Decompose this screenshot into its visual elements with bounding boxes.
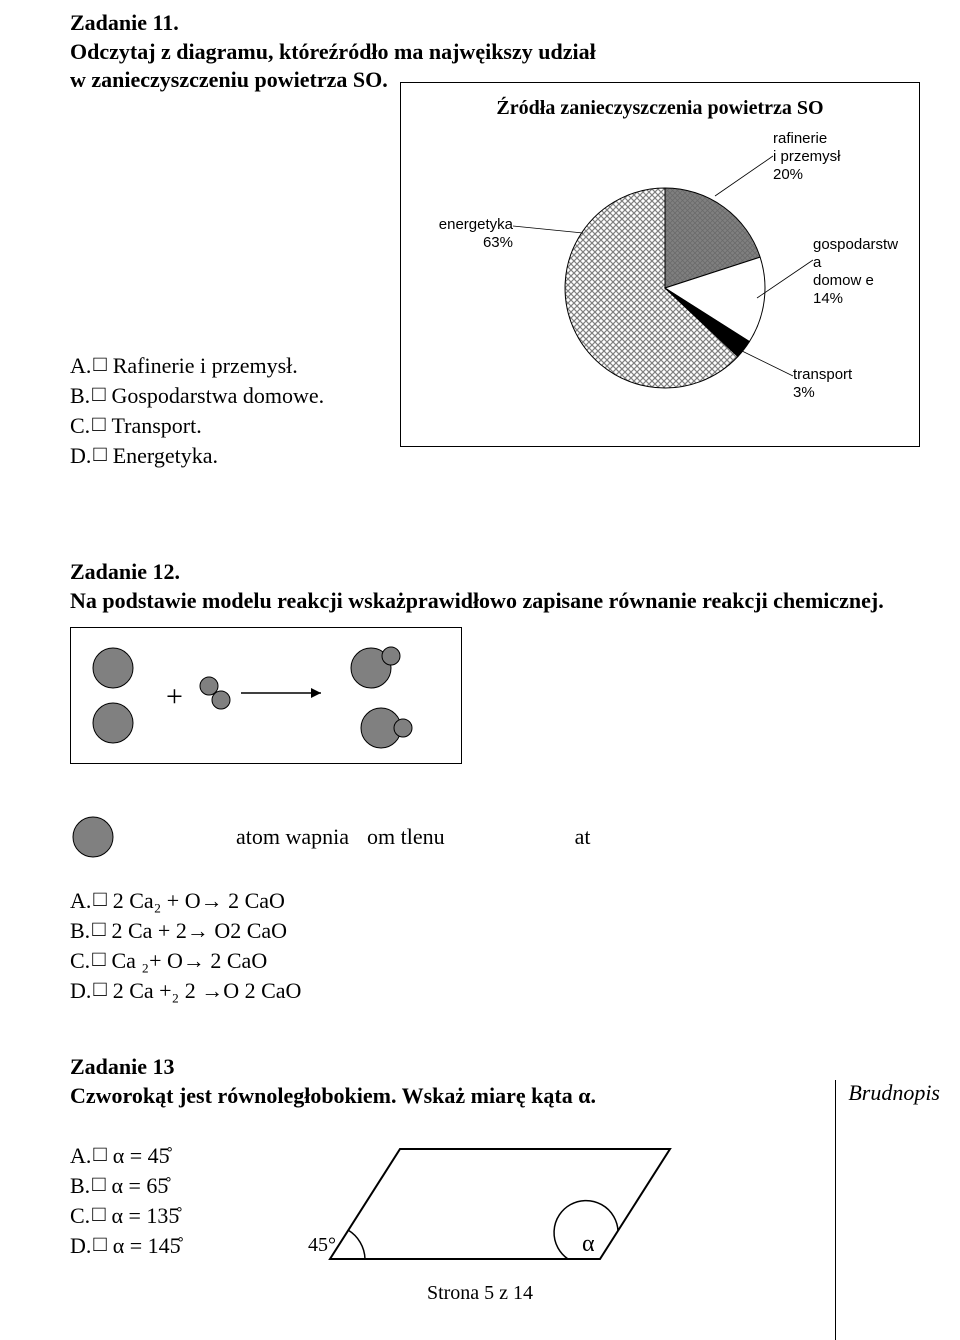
task-12-title: Zadanie 12.	[70, 559, 910, 585]
answer-13-b-text: α = 65̊	[111, 1173, 168, 1198]
atom-ca-1	[93, 648, 133, 688]
legend-ca-label: atom wapnia	[236, 824, 349, 850]
atom-ca-2	[93, 703, 133, 743]
arc-45	[348, 1230, 365, 1259]
reaction-svg: +	[71, 628, 461, 763]
task-12-answers: A.□2 Ca₂ + O→ 2 CaO B.□2 Ca + 2→ O2 CaO …	[70, 888, 910, 1004]
answer-12-b: B.□2 Ca + 2→ O2 CaO	[70, 918, 910, 944]
label-energetyka-pct: 63%	[483, 234, 513, 251]
atom-o-2	[212, 691, 230, 709]
answer-13-c: C.□α = 135̊	[70, 1203, 270, 1229]
alpha-label: α	[582, 1231, 595, 1257]
label-gosp: gospodarstw a domow e 14%	[813, 236, 905, 308]
answer-13-d-text: α = 145̊	[113, 1233, 181, 1258]
prod-o-2	[394, 719, 412, 737]
answer-12-c-text: Ca ₂+ O→ 2 CaO	[111, 948, 267, 973]
label-gosp-pct: 14%	[813, 290, 843, 307]
label-rafinerie-pct: 20%	[773, 166, 803, 183]
task-11-title: Zadanie 11.	[70, 10, 910, 36]
label-transport-pct: 3%	[793, 384, 815, 401]
label-rafinerie-l2: i przemysł	[773, 148, 841, 165]
label-rafinerie-l1: rafinerie	[773, 130, 827, 147]
answer-13-a-text: α = 45̊	[113, 1143, 170, 1168]
parallelogram-svg: 45° α	[270, 1119, 690, 1289]
answer-13-a: A.□α = 45̊	[70, 1143, 270, 1169]
answer-12-d-text: 2 Ca +₂ 2 →O 2 CaO	[113, 978, 302, 1003]
label-energetyka-t: energetyka	[439, 216, 513, 233]
chart-area: rafinerie i przemysł 20% energetyka 63% …	[415, 138, 905, 418]
answer-12-a-text: 2 Ca₂ + O→ 2 CaO	[113, 888, 285, 913]
task-13: Zadanie 13 Czworokąt jest równoległoboki…	[70, 1054, 910, 1290]
answer-13-d: D.□α = 145̊	[70, 1233, 270, 1259]
answer-12-c: C.□Ca ₂+ O→ 2 CaO	[70, 948, 910, 974]
chart-box: Źródła zanieczyszczenia powietrza SO	[400, 82, 920, 447]
reaction-diagram-box: +	[70, 627, 462, 764]
page-footer: Strona 5 z 14	[0, 1282, 960, 1305]
task-13-prompt: Czworokąt jest równoległobokiem. Wskaż m…	[70, 1082, 910, 1110]
task-11-prompt-l1: Odczytaj z diagramu, któreźródło ma najw…	[70, 39, 596, 64]
task-13-answers: A.□α = 45̊ B.□α = 65̊ C.□α = 135̊ D.□α =…	[70, 1139, 270, 1263]
task-13-title: Zadanie 13	[70, 1054, 910, 1080]
answer-11-a-text: Rafinerie i przemysł.	[113, 353, 298, 378]
legend-ca-icon	[70, 814, 116, 860]
label-gosp-l2: domow e	[813, 272, 874, 289]
legend-at-label: at	[575, 824, 591, 850]
legend-row: atom wapnia om tlenu at	[70, 814, 910, 860]
legend-o-label: om tlenu	[367, 824, 445, 850]
angle-45-label: 45°	[308, 1234, 336, 1256]
answer-12-d: D.□2 Ca +₂ 2 →O 2 CaO	[70, 978, 910, 1004]
atom-o-1	[200, 677, 218, 695]
label-rafinerie: rafinerie i przemysł 20%	[773, 130, 841, 184]
task-12-prompt: Na podstawie modelu reakcji wskażprawidł…	[70, 587, 910, 615]
label-gosp-l1: gospodarstw a	[813, 236, 898, 271]
task-11-prompt-l2: w zanieczyszczeniu powietrza SO.	[70, 67, 388, 92]
label-transport-t: transport	[793, 366, 852, 383]
parallelogram	[330, 1149, 670, 1259]
answer-11-b-text: Gospodarstwa domowe.	[111, 383, 324, 408]
answer-11-c-text: Transport.	[111, 413, 201, 438]
chart-title: Źródła zanieczyszczenia powietrza SO	[415, 97, 905, 120]
label-energetyka: energetyka 63%	[433, 216, 513, 252]
arrow-head	[311, 688, 321, 698]
prod-o-1	[382, 647, 400, 665]
answer-13-c-text: α = 135̊	[111, 1203, 179, 1228]
task-12: Zadanie 12. Na podstawie modelu reakcji …	[70, 559, 910, 1004]
answer-12-a: A.□2 Ca₂ + O→ 2 CaO	[70, 888, 910, 914]
label-transport: transport 3%	[793, 366, 852, 402]
task-11: Zadanie 11. Odczytaj z diagramu, któreźr…	[70, 10, 910, 469]
answer-12-b-text: 2 Ca + 2→ O2 CaO	[111, 918, 287, 943]
answer-11-d-text: Energetyka.	[113, 443, 218, 468]
plus-sign: +	[166, 680, 183, 713]
answer-13-b: B.□α = 65̊	[70, 1173, 270, 1199]
